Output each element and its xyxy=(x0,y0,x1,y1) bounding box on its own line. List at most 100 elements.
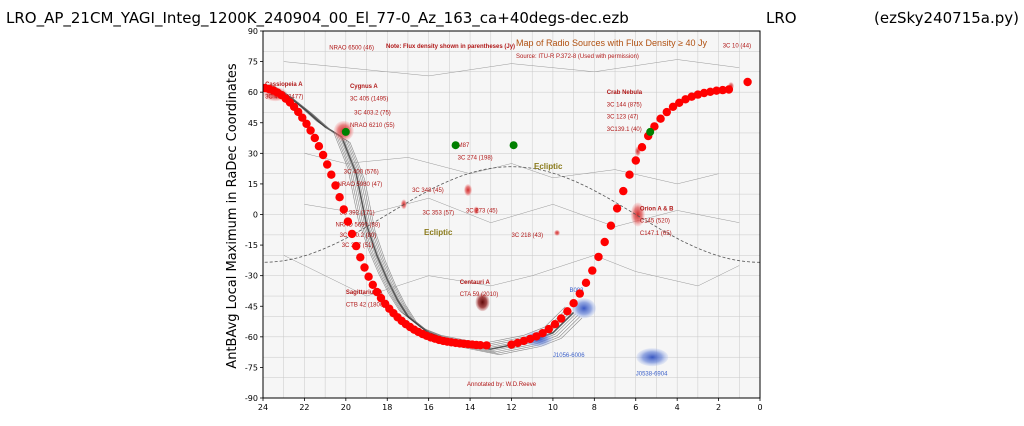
ecliptic-line xyxy=(263,166,760,263)
red-data-point xyxy=(550,320,560,329)
red-data-point xyxy=(544,324,553,334)
x-axis: 24 22 20 18 16 14 12 10 8 6 4 2 0 xyxy=(258,398,763,412)
map-labels: Cassiopeia A3C 461 (2477)NRAO 6500 (46)C… xyxy=(265,43,751,377)
red-data-point xyxy=(318,150,328,160)
contour-line xyxy=(263,83,566,344)
map-source-label: 3C 353 (57) xyxy=(422,211,454,217)
red-data-point xyxy=(557,314,566,323)
red-data-point xyxy=(314,142,324,151)
x-tick-label: 24 xyxy=(258,403,268,412)
radio-source xyxy=(554,229,561,236)
x-tick-label: 4 xyxy=(675,403,680,412)
red-data-point xyxy=(356,253,365,262)
red-data-point xyxy=(352,241,361,251)
x-tick-label: 2 xyxy=(716,403,721,412)
red-data-point xyxy=(335,193,344,202)
x-tick-label: 20 xyxy=(341,403,351,412)
red-data-point xyxy=(656,114,665,123)
green-data-point xyxy=(509,141,518,150)
red-data-point xyxy=(343,217,353,226)
map-source-label: M87 xyxy=(458,143,470,149)
red-data-point xyxy=(360,263,369,272)
title-right: (ezSky240715a.py) xyxy=(874,9,1019,27)
y-axis-label: AntBAvg Local Maximum in RaDec Coordinat… xyxy=(225,63,240,369)
contour-line xyxy=(273,93,583,356)
x-tick-label: 14 xyxy=(465,403,475,412)
map-source-label: Crab Nebula xyxy=(607,90,643,96)
map-source-label: NRAO 5980 (47) xyxy=(338,182,383,188)
map-source-label: 3C 274 (198) xyxy=(458,155,493,161)
y-tick-label: 30 xyxy=(248,149,258,158)
red-data-point xyxy=(294,107,303,117)
red-data-point xyxy=(538,329,547,338)
map-source-label: C147.1 (65) xyxy=(640,231,672,237)
map-source-label: 3C 400 (576) xyxy=(344,170,379,176)
red-data-point xyxy=(706,87,715,97)
contour-line xyxy=(271,92,581,354)
radio-source-blue xyxy=(571,298,596,319)
map-source-label: Cygnus A xyxy=(350,84,378,90)
radio-source-blue xyxy=(636,348,669,367)
map-source-label: CTB 42 (1800) xyxy=(346,302,385,308)
map-source-label: 3C139.1 (40) xyxy=(607,127,642,133)
green-data-point xyxy=(451,141,460,150)
red-data-point xyxy=(612,204,622,213)
red-data-point xyxy=(563,307,572,316)
radio-source-centaurus xyxy=(475,293,490,312)
map-source-label: 3C 390.2 (80) xyxy=(340,233,377,239)
x-tick-label: 0 xyxy=(757,403,762,412)
red-data-point xyxy=(662,107,671,117)
red-data-point xyxy=(306,126,315,135)
map-source-label: 3C 348 (45) xyxy=(412,188,444,194)
red-data-point xyxy=(372,287,382,297)
title-mid: LRO xyxy=(766,9,797,27)
contour-line xyxy=(304,197,740,227)
contour-line xyxy=(263,84,568,346)
map-source-label: NRAO 6210 (55) xyxy=(350,123,395,129)
red-data-point xyxy=(600,237,609,247)
red-data-point xyxy=(575,289,584,298)
red-data-point xyxy=(588,266,597,275)
red-data-point xyxy=(718,85,727,95)
red-data-point xyxy=(368,280,377,289)
map-source-label: Centauri A xyxy=(460,280,491,286)
y-tick-label: 0 xyxy=(253,211,258,220)
red-data-point xyxy=(637,143,647,152)
y-tick-label: -75 xyxy=(245,363,258,372)
contour-line xyxy=(283,255,740,297)
y-tick-label: -60 xyxy=(245,333,258,342)
map-note: Note: Flux density shown in parentheses … xyxy=(386,44,515,50)
radio-source xyxy=(464,184,473,197)
red-data-point xyxy=(631,156,640,165)
map-source-label: 3C 123 (47) xyxy=(607,115,639,121)
map-title: Map of Radio Sources with Flux Density ≥… xyxy=(516,38,708,48)
y-tick-label: 60 xyxy=(248,88,258,97)
map-source-label: NRAO 6500 (46) xyxy=(329,45,374,51)
map-source-label: 3C 218 (43) xyxy=(512,233,544,239)
map-source-label-blue: J1056-6006 xyxy=(553,353,585,359)
red-data-point xyxy=(364,272,373,281)
red-data-point xyxy=(302,119,311,128)
map-source-label: C145 (520) xyxy=(640,219,670,225)
y-tick-label: -90 xyxy=(245,394,258,403)
map-source-label: 3C 273 (45) xyxy=(466,208,498,214)
y-tick-label: 75 xyxy=(248,58,258,67)
red-data-point xyxy=(724,85,734,94)
map-source-label: Orion A & B xyxy=(640,206,674,212)
map-source: Source: ITU-R P.372-8 (Used with permiss… xyxy=(516,54,639,60)
y-tick-label: -30 xyxy=(245,272,258,281)
red-data-point xyxy=(569,299,578,308)
red-data-point xyxy=(347,229,357,239)
map-source-label: 3C 10 (44) xyxy=(723,43,751,49)
x-tick-label: 22 xyxy=(299,403,309,412)
red-data-point xyxy=(532,332,541,341)
map-source-label: 3C 144 (875) xyxy=(607,102,642,108)
red-data-point xyxy=(619,186,628,196)
red-data-point xyxy=(482,341,491,350)
red-data-point xyxy=(625,170,634,179)
red-data-point xyxy=(327,170,336,179)
data-series xyxy=(263,77,752,350)
x-tick-label: 16 xyxy=(424,403,434,412)
plot-area: Cassiopeia A3C 461 (2477)NRAO 6500 (46)C… xyxy=(245,27,763,412)
